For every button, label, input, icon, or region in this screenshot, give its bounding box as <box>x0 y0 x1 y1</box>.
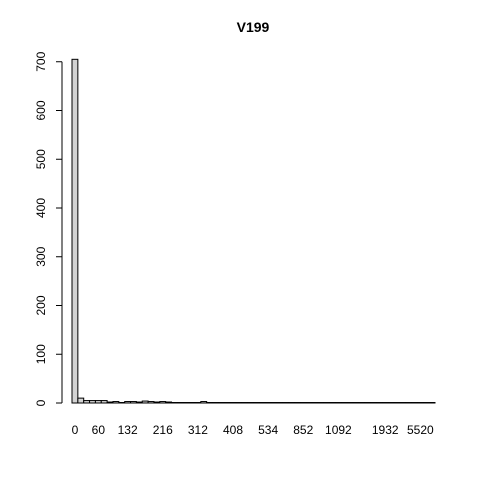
x-tick-label: 408 <box>223 423 243 437</box>
bar <box>106 401 114 404</box>
bar <box>77 397 85 404</box>
bar <box>141 400 149 404</box>
y-tick-label: 700 <box>34 51 48 71</box>
x-tick-label: 0 <box>72 423 79 437</box>
y-tick-label: 300 <box>34 246 48 266</box>
chart-title: V199 <box>237 19 270 35</box>
bar <box>94 400 102 404</box>
bar <box>124 401 132 404</box>
bar <box>112 401 120 404</box>
bar <box>71 58 79 404</box>
y-tick-label: 600 <box>34 100 48 120</box>
bar <box>200 401 208 404</box>
x-tick-label: 1092 <box>325 423 352 437</box>
bar <box>89 400 96 404</box>
y-tick-label: 100 <box>34 344 48 364</box>
bar <box>159 401 167 404</box>
y-tick-label: 200 <box>34 295 48 315</box>
x-tick-label: 312 <box>188 423 208 437</box>
x-tick-label: 132 <box>118 423 138 437</box>
x-tick-label: 534 <box>258 423 278 437</box>
bar <box>135 401 143 404</box>
x-tick-label: 1932 <box>372 423 399 437</box>
bar <box>83 400 91 404</box>
x-tick-label: 852 <box>293 423 313 437</box>
y-tick-label: 400 <box>34 198 48 218</box>
bar <box>165 401 173 404</box>
bar <box>153 401 161 404</box>
y-tick-label: 500 <box>34 149 48 169</box>
x-tick-label: 60 <box>92 423 106 437</box>
bar <box>100 400 108 404</box>
y-tick-label: 0 <box>34 399 48 406</box>
bar <box>147 401 155 404</box>
bar <box>130 401 137 404</box>
x-tick-label: 216 <box>153 423 173 437</box>
x-tick-label: 5520 <box>407 423 434 437</box>
